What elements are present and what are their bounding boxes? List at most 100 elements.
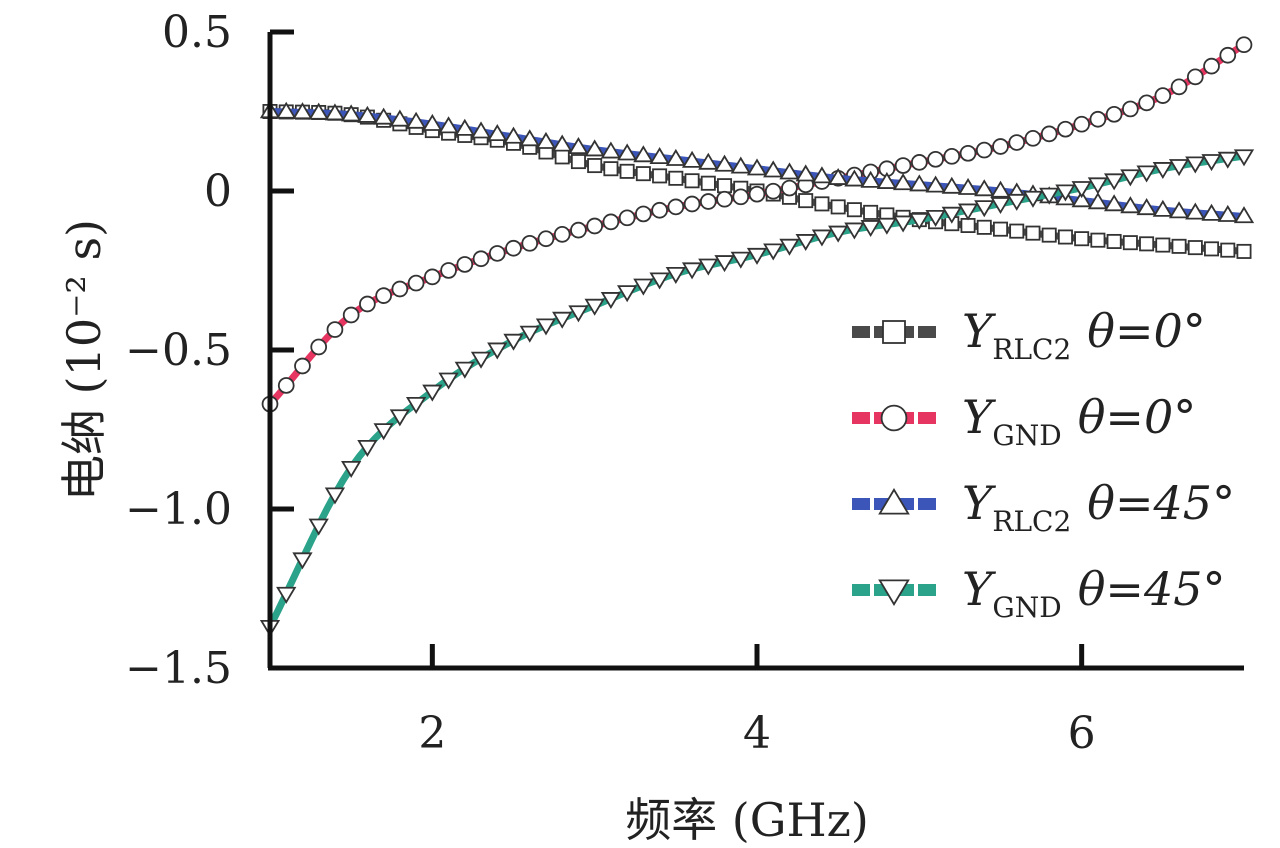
data-point [892,215,914,233]
data-point [519,129,540,147]
data-point [1055,184,1076,202]
data-point [438,372,459,390]
data-point [846,202,862,218]
data-point [665,266,686,284]
data-point [600,292,622,310]
data-point [974,200,995,218]
data-point [975,141,993,159]
data-point [292,102,313,120]
data-point [1203,57,1220,75]
data-point [276,586,297,604]
data-point [552,134,573,152]
data-point [700,175,716,191]
data-point [1006,193,1027,211]
data-point [472,250,490,268]
data-point [294,357,311,375]
data-point [763,160,784,178]
data-point [681,150,703,168]
y-tick-label: −0.5 [125,325,232,376]
data-point [910,154,928,171]
data-point [554,149,570,165]
data-point [764,182,782,200]
x-tick-label: 2 [418,708,446,759]
data-point [422,113,443,131]
data-point [909,212,930,230]
data-point [454,118,475,136]
data-point [570,154,586,170]
data-point [714,255,735,273]
data-point [1201,154,1222,172]
data-point [487,342,508,360]
legend-entry-0: YRLC2 θ=0° [852,304,1206,366]
data-point [438,116,459,134]
data-point [1089,110,1107,128]
legend-label-condition: θ=45° [1087,476,1235,530]
data-point [844,222,865,240]
data-point [519,325,540,343]
data-point [957,177,979,195]
data-point [616,143,638,161]
data-point [1185,156,1206,174]
data-point [795,234,816,252]
data-point [732,188,750,206]
data-point [619,163,635,179]
data-point [342,306,360,324]
data-point [308,518,329,536]
data-point [618,209,636,227]
data-point [668,170,684,186]
data-point [470,351,492,369]
data-point [1041,227,1057,243]
legend-label: YGND θ=45° [962,562,1225,624]
data-point [863,204,879,220]
data-point [649,272,670,290]
data-point [681,262,703,280]
data-point [1074,231,1090,247]
data-point [602,213,620,231]
data-point [684,173,700,189]
legend-swatch-marker [880,404,908,432]
data-point [1233,206,1255,224]
data-point [746,247,768,265]
data-point [828,167,849,185]
data-point [633,278,654,296]
data-point [635,166,651,182]
data-point [1122,100,1139,118]
data-point [909,174,930,192]
data-point [667,198,685,216]
legend-label-symbol: Y [962,390,997,444]
data-point [1087,192,1109,210]
data-point [1071,181,1092,199]
data-point [1152,199,1173,217]
legend-entry-2: YRLC2 θ=45° [852,476,1235,538]
data-point [730,251,751,269]
data-point [993,221,1009,237]
data-point [992,138,1009,155]
data-point [456,256,474,273]
legend-entry-1: YGND θ=0° [852,390,1196,452]
legend-label-symbol: Y [962,476,997,530]
data-point [326,321,344,338]
data-point [1120,169,1141,187]
data-point [1105,105,1123,123]
data-point [894,157,912,174]
data-point [553,226,571,243]
data-point [746,158,768,176]
data-point [584,298,605,316]
y-tick-label: −1.0 [125,484,232,535]
data-point [974,179,995,197]
data-point [373,107,394,125]
data-point [1138,94,1155,112]
data-point [1025,225,1041,241]
data-point [1204,241,1220,257]
data-point [535,131,557,149]
legend-label-condition: θ=0° [1078,390,1197,444]
data-point [535,318,557,336]
data-point [957,203,979,221]
legend-label: YRLC2 θ=0° [962,304,1206,366]
data-point [570,221,587,239]
data-point [308,102,329,120]
x-tick-label: 4 [743,708,771,759]
data-point [277,377,295,394]
data-point [603,161,619,177]
data-point [373,423,394,441]
